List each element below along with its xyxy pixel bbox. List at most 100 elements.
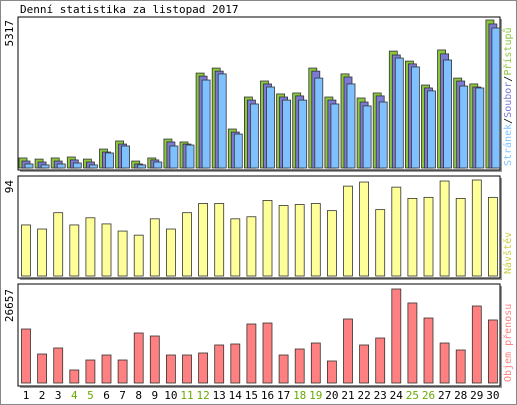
x-tick-label: 25 — [406, 389, 419, 402]
x-tick-label: 23 — [374, 389, 387, 402]
bar — [198, 203, 209, 277]
bar — [101, 223, 112, 277]
bar — [330, 103, 340, 169]
x-tick-label: 7 — [119, 389, 126, 402]
x-tick-label: 1 — [23, 389, 30, 402]
bar — [217, 73, 227, 169]
x-tick-label: 20 — [325, 389, 338, 402]
bar — [101, 354, 112, 384]
bar — [294, 204, 305, 277]
bar — [182, 354, 192, 384]
bar — [137, 164, 147, 169]
x-tick-label: 24 — [390, 389, 404, 402]
panel — [17, 175, 501, 279]
y-tick-label: 26657 — [3, 289, 16, 322]
legend-entry: Soubor — [503, 82, 514, 118]
x-tick-label: 22 — [357, 389, 370, 402]
bar — [169, 145, 179, 169]
legend: Návštěv — [502, 232, 514, 274]
bar — [117, 359, 128, 384]
bar — [375, 209, 386, 277]
bar — [359, 181, 370, 277]
x-tick-label: 17 — [277, 389, 290, 402]
panel — [17, 283, 501, 387]
bar — [491, 27, 501, 169]
legend-separator: / — [503, 76, 514, 82]
bar — [182, 212, 192, 277]
bar — [326, 210, 337, 277]
bar — [487, 196, 498, 277]
y-tick-label: 5317 — [3, 20, 16, 47]
bar — [214, 344, 225, 384]
bar — [391, 186, 402, 277]
x-tick-label: 30 — [486, 389, 499, 402]
bar — [198, 352, 209, 384]
bar — [310, 203, 321, 277]
x-tick-label: 14 — [229, 389, 243, 402]
bar — [314, 77, 324, 169]
bar — [69, 224, 80, 277]
x-tick-label: 4 — [71, 389, 78, 402]
x-tick-label: 26 — [422, 389, 435, 402]
bar — [359, 344, 370, 384]
bar — [117, 230, 128, 277]
x-tick-label: 3 — [55, 389, 62, 402]
bar — [407, 197, 418, 277]
bar — [246, 323, 257, 384]
bar — [262, 322, 273, 384]
bar — [72, 162, 82, 169]
bar — [394, 57, 404, 169]
bar — [262, 200, 273, 277]
bar — [185, 144, 195, 169]
bar — [85, 359, 96, 384]
bar — [230, 218, 241, 277]
bar — [391, 288, 402, 384]
bar — [298, 99, 308, 169]
bar — [471, 305, 482, 384]
bar — [439, 180, 450, 277]
bar — [362, 105, 372, 169]
x-tick-label: 19 — [309, 389, 322, 402]
x-tick-label: 12 — [196, 389, 209, 402]
bar — [455, 197, 466, 277]
bar — [53, 212, 64, 277]
bar — [149, 335, 160, 384]
bar — [439, 342, 450, 384]
bar — [455, 349, 466, 384]
bar — [443, 59, 453, 169]
x-tick-label: 18 — [293, 389, 306, 402]
bar — [89, 164, 98, 169]
bar — [310, 342, 321, 384]
bar — [24, 163, 34, 169]
bar — [266, 86, 275, 169]
x-tick-label: 13 — [213, 389, 226, 402]
bar — [487, 319, 498, 384]
bar — [56, 163, 66, 169]
bar — [343, 185, 353, 277]
legend-entry: Objem přenosu — [502, 304, 514, 382]
bar — [278, 354, 289, 384]
bar — [69, 369, 80, 384]
legend-entry: Návštěv — [502, 232, 514, 274]
bar — [133, 234, 144, 277]
bar — [53, 347, 64, 384]
bar — [246, 216, 257, 277]
bar — [343, 318, 353, 384]
x-tick-label: 5 — [87, 389, 94, 402]
bar — [459, 85, 469, 169]
x-tick-label: 16 — [261, 389, 274, 402]
legend-separator: / — [503, 118, 514, 124]
bar — [346, 83, 356, 169]
bar — [230, 343, 241, 384]
legend: Objem přenosu — [502, 304, 514, 382]
bar — [282, 99, 292, 169]
bar — [21, 328, 31, 384]
legend-entry: Přístupů — [502, 27, 514, 75]
legend: Stránek/Soubor/Přístupů — [502, 27, 514, 166]
bar — [375, 337, 386, 384]
x-tick-label: 28 — [454, 389, 467, 402]
bar — [249, 103, 259, 169]
y-tick-label: 94 — [3, 180, 16, 194]
bar — [233, 133, 243, 169]
